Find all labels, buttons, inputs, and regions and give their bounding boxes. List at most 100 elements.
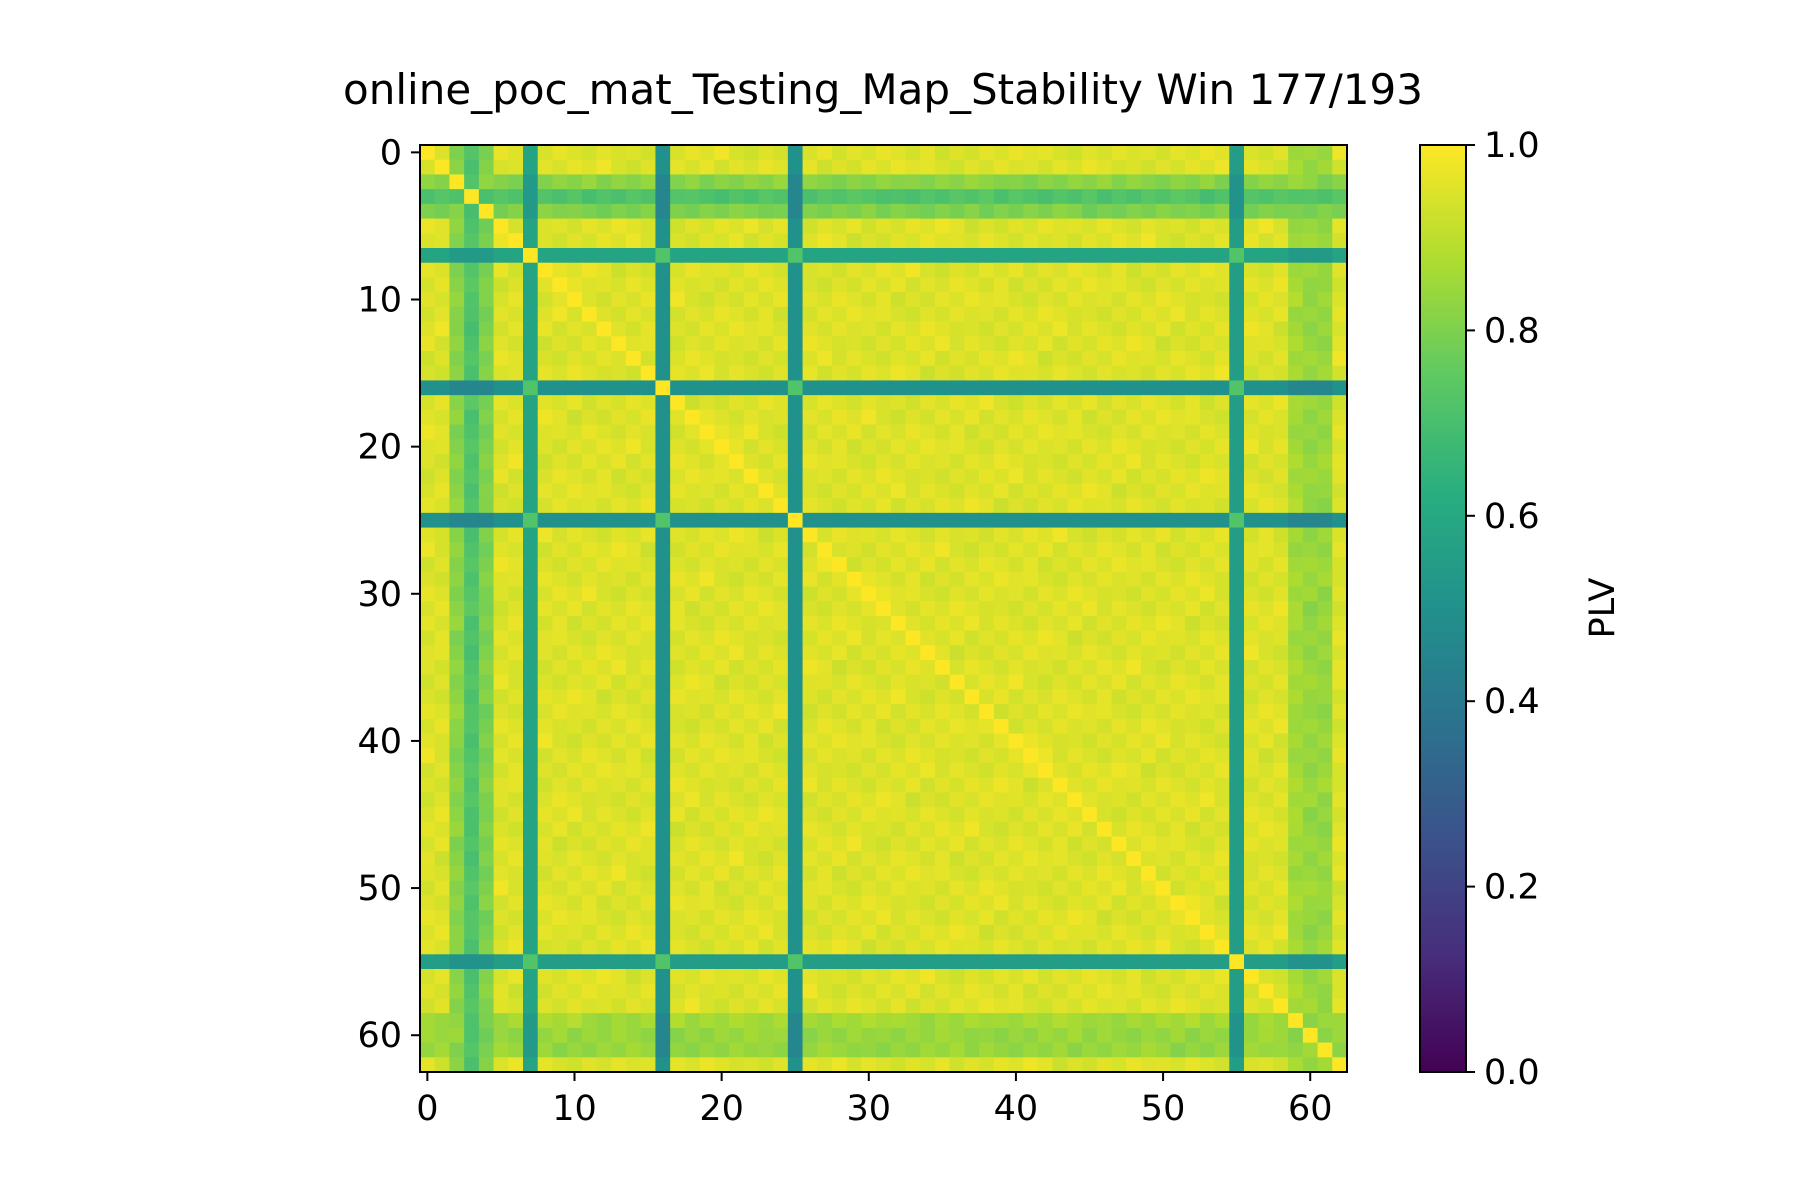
heatmap-cell <box>1141 689 1157 705</box>
heatmap-cell <box>523 292 539 308</box>
y-tick-label: 40 <box>357 722 402 762</box>
heatmap-cell <box>1126 586 1142 602</box>
heatmap-cell <box>773 910 789 926</box>
heatmap-cell <box>596 630 612 646</box>
heatmap-cell <box>1288 439 1304 455</box>
heatmap-cell <box>537 351 554 367</box>
heatmap-cell <box>1288 306 1304 323</box>
heatmap-cell <box>905 660 921 676</box>
heatmap-cell <box>449 557 465 573</box>
heatmap-cell <box>1126 306 1142 323</box>
heatmap-cell <box>861 277 877 293</box>
heatmap-cell <box>1199 674 1216 691</box>
heatmap-cell <box>964 542 980 558</box>
heatmap-cell <box>478 351 495 367</box>
heatmap-cell <box>1273 1042 1289 1058</box>
heatmap-cell <box>817 689 833 705</box>
heatmap-cell <box>567 895 583 911</box>
heatmap-cell <box>552 277 568 293</box>
heatmap-cell <box>464 203 480 220</box>
heatmap-cell <box>1244 454 1260 470</box>
heatmap-cell <box>993 1027 1010 1044</box>
heatmap-cell <box>993 983 1010 1000</box>
heatmap-cell <box>1317 512 1333 529</box>
heatmap-cell <box>655 777 671 794</box>
heatmap-cell <box>478 380 495 396</box>
heatmap-cell <box>478 851 495 867</box>
heatmap-cell <box>552 468 568 485</box>
heatmap-cell <box>935 660 951 676</box>
heatmap-cell <box>508 777 524 794</box>
heatmap-cell <box>743 763 760 779</box>
heatmap-cell <box>1126 704 1142 720</box>
heatmap-cell <box>1229 983 1245 1000</box>
heatmap-cell <box>434 512 451 529</box>
heatmap-cell <box>434 777 451 794</box>
heatmap-cell <box>1067 498 1083 514</box>
heatmap-cell <box>802 351 818 367</box>
heatmap-cell <box>1214 821 1230 838</box>
heatmap-cell <box>1126 821 1142 838</box>
heatmap-cell <box>567 601 583 617</box>
heatmap-cell <box>1258 939 1275 955</box>
heatmap-cell <box>1258 910 1275 926</box>
heatmap-cell <box>773 468 789 485</box>
heatmap-cell <box>552 292 568 308</box>
heatmap-cell <box>1023 189 1039 205</box>
heatmap-cell <box>1170 880 1186 897</box>
heatmap-cell <box>1258 380 1275 396</box>
heatmap-cell <box>1155 336 1172 352</box>
heatmap-cell <box>1332 763 1348 779</box>
heatmap-cell <box>626 409 642 426</box>
heatmap-cell <box>478 454 495 470</box>
heatmap-cell <box>1214 586 1230 602</box>
heatmap-cell <box>743 777 760 794</box>
heatmap-cell <box>449 527 465 543</box>
heatmap-cell <box>478 1027 495 1044</box>
heatmap-cell <box>493 792 509 808</box>
heatmap-cell <box>596 248 612 264</box>
heatmap-cell <box>1141 527 1157 543</box>
heatmap-cell <box>905 615 921 632</box>
heatmap-cell <box>905 895 921 911</box>
heatmap-cell <box>420 336 436 352</box>
colorbar-label: PLV <box>1583 578 1623 639</box>
heatmap-cell <box>1082 792 1098 808</box>
heatmap-cell <box>1111 939 1127 955</box>
heatmap-cell <box>846 571 863 588</box>
heatmap-cell <box>434 321 451 337</box>
heatmap-cell <box>1258 483 1275 499</box>
heatmap-cell <box>1185 512 1201 529</box>
heatmap-cell <box>832 292 848 308</box>
heatmap-cell <box>993 557 1010 573</box>
heatmap-cell <box>449 277 465 293</box>
heatmap-cell <box>1214 1027 1230 1044</box>
heatmap-cell <box>1038 321 1054 337</box>
heatmap-cell <box>655 145 671 161</box>
heatmap-cell <box>552 262 568 279</box>
heatmap-cell <box>1258 321 1275 337</box>
heatmap-cell <box>1023 998 1039 1014</box>
heatmap-cell <box>817 439 833 455</box>
heatmap-cell <box>1288 248 1304 264</box>
heatmap-cell <box>449 262 465 279</box>
heatmap-cell <box>773 203 789 220</box>
heatmap-cell <box>493 895 509 911</box>
heatmap-cell <box>1038 718 1054 735</box>
heatmap-cell <box>846 1042 863 1058</box>
heatmap-cell <box>670 924 686 941</box>
heatmap-cell <box>434 439 451 455</box>
heatmap-cell <box>1038 748 1054 764</box>
heatmap-cell <box>964 277 980 293</box>
heatmap-cell <box>846 145 863 161</box>
heatmap-cell <box>993 439 1010 455</box>
heatmap-cell <box>1332 424 1348 440</box>
heatmap-cell <box>567 409 583 426</box>
heatmap-cell <box>464 321 480 337</box>
heatmap-cell <box>1052 409 1069 426</box>
heatmap-cell <box>1288 1027 1304 1044</box>
heatmap-cell <box>493 159 509 176</box>
heatmap-cell <box>596 836 612 852</box>
heatmap-cell <box>905 763 921 779</box>
heatmap-cell <box>832 807 848 823</box>
